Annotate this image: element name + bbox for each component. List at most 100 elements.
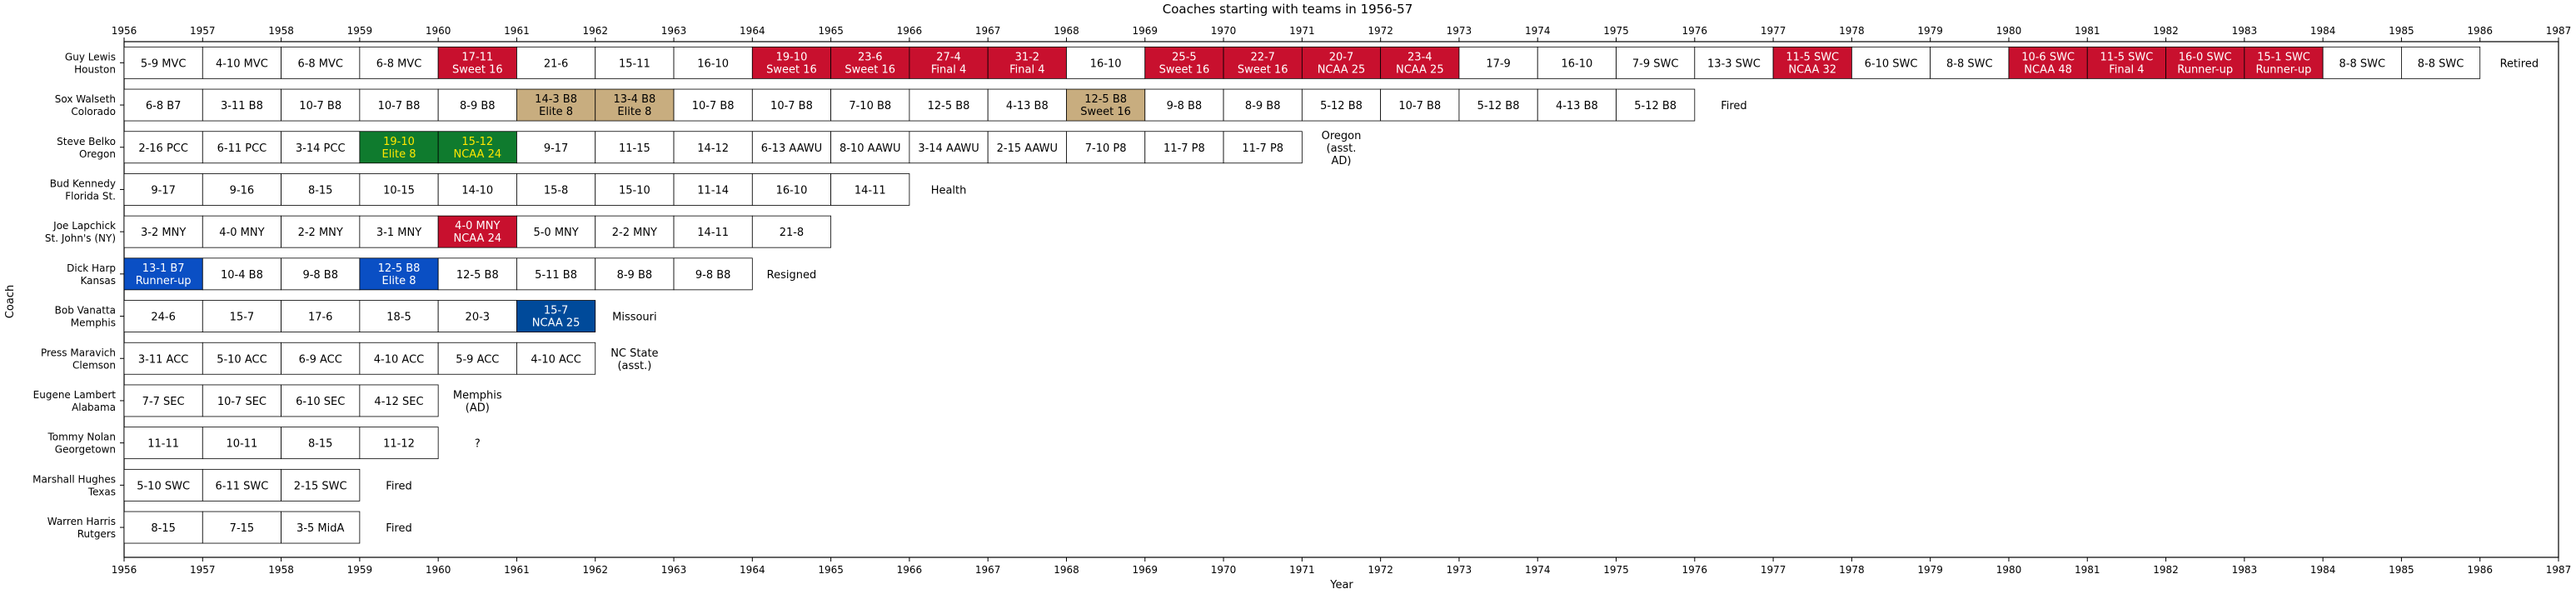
season-sublabel: Runner-up bbox=[136, 275, 192, 287]
season-bar bbox=[751, 131, 832, 164]
season-label: 6-10 SWC bbox=[1865, 57, 1918, 70]
season-bar bbox=[359, 342, 439, 375]
season-bar bbox=[123, 131, 203, 164]
x-tick-label-top: 1986 bbox=[2467, 25, 2493, 37]
season-label: 3-11 B8 bbox=[221, 100, 263, 112]
season-label: 15-1 SWC bbox=[2257, 51, 2310, 63]
x-tick-label-top: 1961 bbox=[504, 25, 530, 37]
x-tick-label-top: 1980 bbox=[1996, 25, 2022, 37]
season-label: 4-10 ACC bbox=[374, 353, 424, 366]
season-bar bbox=[281, 88, 361, 122]
season-label: 8-8 SWC bbox=[1946, 57, 1993, 70]
season-bar bbox=[123, 88, 203, 122]
coach-name-label: Guy Lewis bbox=[65, 51, 116, 62]
x-tick-label-top: 1975 bbox=[1603, 25, 1629, 37]
x-tick-label-bottom: 1974 bbox=[1525, 564, 1551, 576]
season-bar bbox=[1144, 131, 1224, 164]
x-tick-label-bottom: 1964 bbox=[740, 564, 765, 576]
season-label: 14-11 bbox=[697, 227, 729, 239]
season-bar bbox=[1930, 46, 2010, 79]
season-bar bbox=[202, 46, 282, 79]
season-bar bbox=[359, 46, 439, 79]
x-tick-label-bottom: 1972 bbox=[1368, 564, 1393, 576]
x-tick-label-bottom: 1985 bbox=[2389, 564, 2414, 576]
x-tick-label-top: 1966 bbox=[897, 25, 923, 37]
season-label: 3-2 MNY bbox=[141, 227, 186, 239]
season-sublabel: Runner-up bbox=[2177, 63, 2233, 76]
x-tick-label-bottom: 1956 bbox=[112, 564, 137, 576]
season-label: 15-10 bbox=[619, 184, 650, 197]
season-label: 5-11 B8 bbox=[535, 269, 577, 282]
x-tick-label-top: 1972 bbox=[1368, 25, 1393, 37]
coach-team-label: Clemson bbox=[72, 359, 116, 371]
season-label: 16-10 bbox=[776, 184, 808, 197]
season-sublabel: NCAA 25 bbox=[532, 317, 580, 330]
coach-name-label: Dick Harp bbox=[67, 262, 116, 274]
season-bar bbox=[437, 46, 517, 79]
season-bar bbox=[1066, 131, 1146, 164]
x-tick-label-bottom: 1987 bbox=[2546, 564, 2572, 576]
season-label: 8-9 B8 bbox=[460, 100, 496, 112]
season-label: 16-10 bbox=[697, 57, 729, 70]
coach-team-label: Georgetown bbox=[55, 444, 116, 456]
season-label: 12-5 B8 bbox=[1084, 93, 1127, 106]
season-label: 14-10 bbox=[461, 184, 493, 197]
season-label: 11-11 bbox=[147, 438, 179, 451]
season-sublabel: Sweet 16 bbox=[1159, 63, 1210, 76]
coach-name-label: Bob Vanatta bbox=[55, 305, 116, 317]
season-label: 4-10 ACC bbox=[531, 353, 580, 366]
season-label: 7-10 B8 bbox=[849, 100, 891, 112]
coach-outcome-label: (asst. bbox=[1327, 142, 1357, 155]
season-bar bbox=[202, 215, 282, 248]
season-bar bbox=[281, 46, 361, 79]
coach-outcome-label: Oregon bbox=[1322, 130, 1362, 142]
season-sublabel: Elite 8 bbox=[382, 148, 416, 161]
x-tick-label-bottom: 1962 bbox=[582, 564, 608, 576]
season-label: 7-7 SEC bbox=[142, 396, 185, 408]
x-tick-label-top: 1971 bbox=[1289, 25, 1315, 37]
coach-name-label: Bud Kennedy bbox=[50, 177, 116, 189]
y-axis-label: Coach bbox=[4, 285, 17, 318]
season-sublabel: NCAA 48 bbox=[2024, 63, 2072, 76]
season-bar bbox=[1223, 46, 1303, 79]
season-label: 13-4 B8 bbox=[613, 93, 655, 106]
coach-outcome-label: ? bbox=[475, 438, 481, 451]
season-bar bbox=[1144, 46, 1224, 79]
season-label: 6-13 AAWU bbox=[761, 142, 822, 155]
season-label: 14-3 B8 bbox=[535, 93, 577, 106]
season-bar bbox=[673, 46, 753, 79]
season-bar bbox=[830, 46, 910, 79]
season-label: 10-7 SEC bbox=[217, 396, 267, 408]
season-sublabel: NCAA 24 bbox=[453, 148, 501, 161]
season-bar bbox=[123, 384, 203, 417]
season-bar bbox=[516, 131, 596, 164]
season-bar bbox=[281, 173, 361, 206]
season-label: 10-4 B8 bbox=[221, 269, 263, 282]
season-label: 8-15 bbox=[151, 522, 176, 535]
coach-team-label: Memphis bbox=[71, 317, 116, 329]
x-tick-label-top: 1974 bbox=[1525, 25, 1551, 37]
x-tick-label-top: 1984 bbox=[2310, 25, 2336, 37]
coach-outcome-label: (AD) bbox=[466, 402, 490, 414]
season-label: 5-9 MVC bbox=[141, 57, 187, 70]
season-bar bbox=[437, 300, 517, 332]
season-label: 24-6 bbox=[151, 312, 176, 324]
season-bar bbox=[1144, 88, 1224, 122]
coach-name-label: Eugene Lambert bbox=[33, 389, 117, 401]
x-tick-label-bottom: 1963 bbox=[661, 564, 687, 576]
season-bar bbox=[281, 384, 361, 417]
x-tick-label-bottom: 1975 bbox=[1603, 564, 1629, 576]
season-bar bbox=[2086, 46, 2166, 79]
season-label: 8-15 bbox=[308, 184, 333, 197]
x-tick-label-bottom: 1981 bbox=[2075, 564, 2100, 576]
x-tick-label-bottom: 1984 bbox=[2310, 564, 2336, 576]
season-bar bbox=[123, 173, 203, 206]
season-bar bbox=[437, 131, 517, 164]
season-label: 15-12 bbox=[461, 136, 493, 148]
x-tick-label-bottom: 1959 bbox=[347, 564, 373, 576]
season-bar bbox=[987, 46, 1067, 79]
season-label: 2-2 MNY bbox=[612, 227, 657, 239]
coach-name-label: Warren Harris bbox=[47, 516, 116, 527]
coach-outcome-label: (asst.) bbox=[617, 360, 651, 372]
season-label: 11-12 bbox=[383, 438, 415, 451]
